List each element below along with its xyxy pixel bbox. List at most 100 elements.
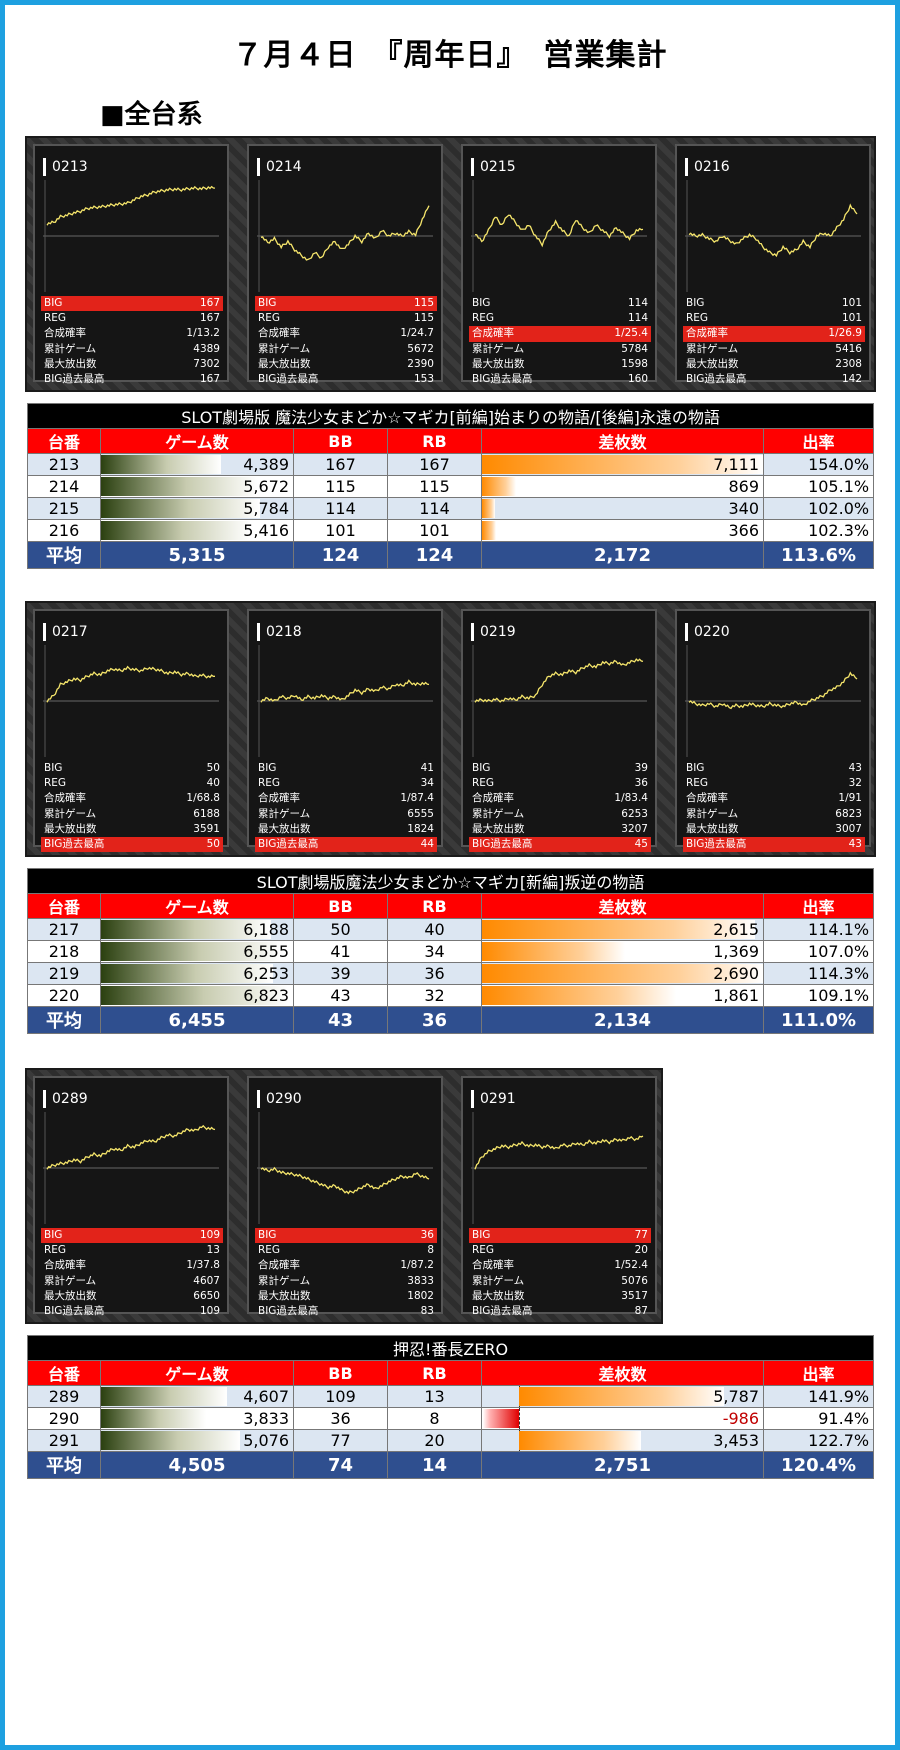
- table-row[interactable]: 213 4,389 167 167 7,111 154.0%: [27, 453, 875, 476]
- machine-card[interactable]: 0219 BIG 39 REG 36 合成確率 1/83.4 累計ゲーム 6253 最大放出数 32…: [461, 609, 657, 853]
- average-row: 平均 6,455 43 36 2,134 111.0%: [27, 1006, 875, 1034]
- table-row[interactable]: 216 5,416 101 101 366 102.3%: [27, 519, 875, 542]
- stat-value: 167: [199, 297, 220, 309]
- stat-row: 累計ゲーム 3833: [255, 1274, 437, 1289]
- stat-label: 最大放出数: [472, 357, 525, 370]
- machine-card[interactable]: 0289 BIG 109 REG 13 合成確率 1/37.8 累計ゲーム 4607 最大放出数 6…: [33, 1076, 229, 1317]
- game-count-bar: [101, 1431, 241, 1450]
- machine-card[interactable]: 0214 BIG 115 REG 115 合成確率 1/24.7 累計ゲーム 5672 最大放出数…: [247, 144, 443, 385]
- diff-positive-bar: [482, 455, 763, 474]
- machine-number: 215: [27, 497, 101, 520]
- stat-label: BIG過去最高: [258, 372, 319, 385]
- machine-card[interactable]: 0290 BIG 36 REG 8 合成確率 1/87.2 累計ゲーム 3833 最大放出数 180…: [247, 1076, 443, 1317]
- average-games: 6,455: [100, 1006, 294, 1034]
- table-row[interactable]: 220 6,823 43 32 1,861 109.1%: [27, 984, 875, 1007]
- machine-number: 213: [27, 453, 101, 476]
- machine-stats: BIG 41 REG 34 合成確率 1/87.4 累計ゲーム 6555 最大放出数 1824 BI…: [255, 761, 437, 853]
- table-row[interactable]: 217 6,188 50 40 2,615 114.1%: [27, 918, 875, 941]
- stat-row: BIG 50: [41, 761, 223, 776]
- big-bonus-count: 77: [293, 1429, 388, 1452]
- stat-row: 累計ゲーム 6555: [255, 807, 437, 822]
- stat-value: 1/52.4: [614, 1259, 648, 1272]
- column-header: BB: [293, 428, 388, 454]
- coin-difference: -986: [481, 1407, 764, 1430]
- machine-number: 219: [27, 962, 101, 985]
- payout-rate: 107.0%: [762, 940, 875, 963]
- stat-row: BIG過去最高 44: [255, 836, 437, 853]
- stat-value: 1/24.7: [400, 327, 434, 340]
- machine-type-name: 押忍!番長ZERO: [26, 1335, 875, 1361]
- machine-card[interactable]: 0291 BIG 77 REG 20 合成確率 1/52.4 累計ゲーム 5076 最大放出数 35…: [461, 1076, 657, 1317]
- column-header: 台番: [27, 428, 101, 454]
- machine-type-name: SLOT劇場版魔法少女まどか☆マギカ[新編]叛逆の物語: [26, 868, 875, 894]
- slump-graph-line: [688, 203, 858, 258]
- table-row[interactable]: 218 6,555 41 34 1,369 107.0%: [27, 940, 875, 963]
- stat-row: 最大放出数 7302: [41, 357, 223, 372]
- stat-row: 累計ゲーム 6823: [683, 807, 865, 822]
- coin-difference-value: 869: [728, 477, 759, 496]
- big-bonus-count: 43: [293, 984, 388, 1007]
- big-bonus-count: 167: [293, 453, 388, 476]
- stat-value: 1/37.8: [186, 1259, 220, 1272]
- average-row: 平均 4,505 74 14 2,751 120.4%: [27, 1451, 875, 1479]
- stat-value: 44: [420, 837, 434, 850]
- stat-row: 累計ゲーム 5672: [255, 342, 437, 357]
- machine-card[interactable]: 0217 BIG 50 REG 40 合成確率 1/68.8 累計ゲーム 6188 最大放出数 35…: [33, 609, 229, 853]
- stat-value: 43: [848, 762, 862, 774]
- stat-label: 最大放出数: [472, 1289, 525, 1302]
- game-count-value: 4,607: [243, 1387, 289, 1406]
- stat-label: 累計ゲーム: [686, 342, 739, 355]
- column-header: BB: [293, 1360, 388, 1386]
- slump-graph: [257, 645, 433, 757]
- machine-card[interactable]: 0216 BIG 101 REG 101 合成確率 1/26.9 累計ゲーム 5416 最大放出数…: [675, 144, 871, 385]
- slump-graph-line: [688, 671, 858, 710]
- game-count-value: 3,833: [243, 1409, 289, 1428]
- machine-card[interactable]: 0218 BIG 41 REG 34 合成確率 1/87.4 累計ゲーム 6555 最大放出数 18…: [247, 609, 443, 853]
- machine-id: 0290: [257, 1090, 302, 1108]
- stat-label: BIG過去最高: [258, 837, 319, 850]
- table-row[interactable]: 219 6,253 39 36 2,690 114.3%: [27, 962, 875, 985]
- table-row[interactable]: 215 5,784 114 114 340 102.0%: [27, 497, 875, 520]
- game-count-value: 6,188: [243, 920, 289, 939]
- average-bb: 124: [293, 541, 388, 569]
- column-header: 出率: [762, 1360, 875, 1386]
- table-row[interactable]: 289 4,607 109 13 5,787 141.9%: [27, 1385, 875, 1408]
- machine-card[interactable]: 0215 BIG 114 REG 114 合成確率 1/25.4 累計ゲーム 5784 最大放出数…: [461, 144, 657, 385]
- average-rb: 14: [387, 1451, 482, 1479]
- stat-label: REG: [686, 312, 709, 325]
- game-count-bar: [101, 920, 271, 939]
- column-header: 出率: [762, 428, 875, 454]
- coin-difference: 340: [481, 497, 764, 520]
- stat-label: 合成確率: [258, 1259, 300, 1272]
- stat-label: 累計ゲーム: [258, 342, 311, 355]
- stat-row: 合成確率 1/37.8: [41, 1258, 223, 1273]
- machine-stats: BIG 39 REG 36 合成確率 1/83.4 累計ゲーム 6253 最大放出数 3207 BI…: [469, 761, 651, 853]
- table-row[interactable]: 291 5,076 77 20 3,453 122.7%: [27, 1429, 875, 1452]
- stat-row: 合成確率 1/83.4: [469, 791, 651, 806]
- coin-difference: 5,787: [481, 1385, 764, 1408]
- stat-value: 109: [199, 1229, 220, 1241]
- average-games: 4,505: [100, 1451, 294, 1479]
- diff-positive-bar: [482, 964, 763, 983]
- stat-value: 43: [848, 837, 862, 850]
- machine-card[interactable]: 0213 BIG 167 REG 167 合成確率 1/13.2 累計ゲーム 4389 最大放出数…: [33, 144, 229, 385]
- table-row[interactable]: 214 5,672 115 115 869 105.1%: [27, 475, 875, 498]
- stat-label: 合成確率: [44, 327, 86, 340]
- game-count-value: 6,253: [243, 964, 289, 983]
- stat-row: REG 13: [41, 1243, 223, 1258]
- stat-value: 167: [199, 372, 220, 385]
- stat-row: 累計ゲーム 4607: [41, 1274, 223, 1289]
- table-row[interactable]: 290 3,833 36 8 -986 91.4%: [27, 1407, 875, 1430]
- stat-label: BIG: [258, 1229, 277, 1241]
- table-header-row: 台番 ゲーム数 BB RB 差枚数 出率: [27, 893, 875, 919]
- machine-id: 0218: [257, 623, 302, 641]
- stat-value: 6823: [835, 807, 862, 820]
- stat-row: 累計ゲーム 5784: [469, 342, 651, 357]
- slump-graph-line: [260, 679, 430, 703]
- stat-row: BIG 36: [255, 1228, 437, 1244]
- machine-id: 0215: [471, 158, 516, 176]
- stat-label: REG: [258, 777, 281, 790]
- machine-stats: BIG 36 REG 8 合成確率 1/87.2 累計ゲーム 3833 最大放出数 1802 BIG…: [255, 1228, 437, 1319]
- machine-card[interactable]: 0220 BIG 43 REG 32 合成確率 1/91 累計ゲーム 6823 最大放出数 3007…: [675, 609, 871, 853]
- column-header: RB: [387, 893, 482, 919]
